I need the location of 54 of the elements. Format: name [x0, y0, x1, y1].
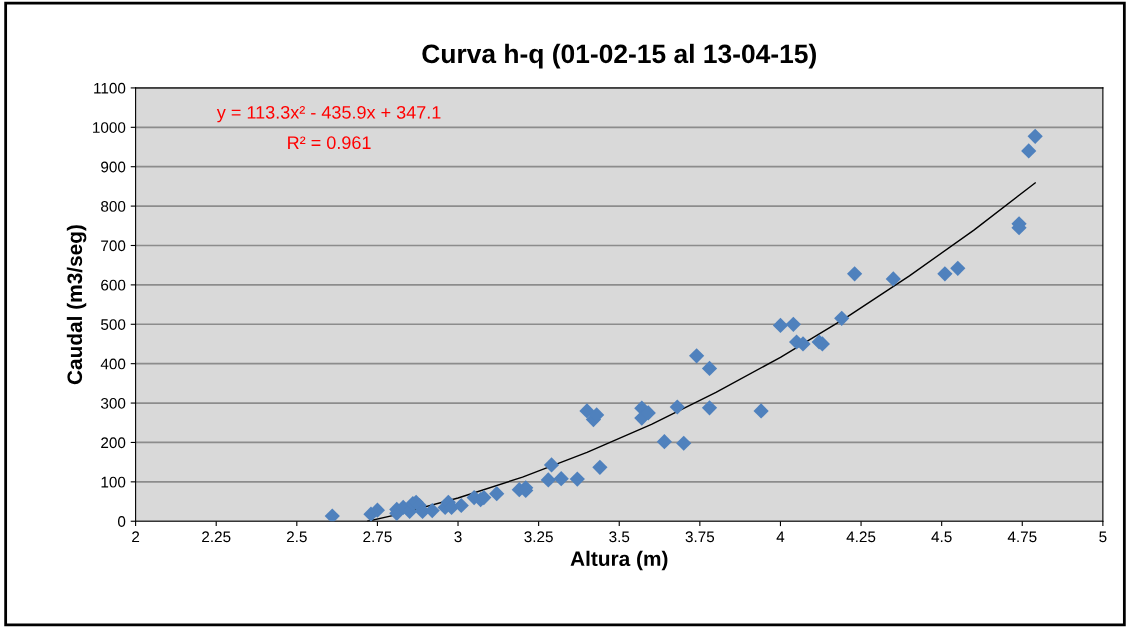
x-tick-label: 2: [132, 531, 140, 543]
point: [592, 459, 608, 475]
y-axis-title: Caudal (m3/seg): [66, 225, 87, 385]
point: [834, 310, 850, 326]
point: [553, 471, 569, 487]
point: [785, 316, 801, 332]
point: [1027, 128, 1043, 144]
annotation: R² = 0.961: [288, 136, 371, 150]
x-axis-title: Altura (m): [570, 550, 668, 571]
x-tick-label: 3.5: [609, 531, 630, 543]
x-tick-label: 2.5: [286, 531, 307, 543]
y-tick-label: 400: [100, 358, 126, 370]
point: [324, 508, 340, 522]
y-tick-label: 100: [101, 476, 126, 488]
point: [689, 348, 705, 364]
annotation: y = 113.3x² - 435.9x + 347.1: [216, 105, 441, 123]
point: [489, 486, 505, 502]
x-tick-label: 5: [1099, 531, 1107, 543]
x-tick-label: 2.75: [363, 531, 392, 543]
y-tick-label: 300: [100, 397, 126, 409]
point: [772, 317, 789, 334]
y-tick-label: 1000: [93, 122, 126, 133]
x-tick-label: 4.5: [931, 531, 952, 543]
y-tick-label: 1100: [94, 82, 126, 94]
point: [950, 260, 966, 276]
point: [669, 399, 685, 415]
y-tick-label: 500: [101, 319, 126, 330]
y-tick-label: 800: [101, 200, 126, 212]
point: [540, 472, 556, 488]
point: [885, 271, 901, 287]
point: [753, 403, 769, 419]
y-tick-label: 900: [101, 161, 126, 173]
point: [543, 457, 560, 473]
point: [937, 266, 953, 282]
point: [701, 400, 718, 416]
point: [1021, 143, 1037, 159]
y-tick-label: 0: [117, 516, 126, 527]
x-tick-label: 2.25: [202, 531, 231, 543]
x-tick-label: 4.25: [846, 531, 876, 543]
x-tick-label: 4: [776, 531, 785, 543]
x-tick-label: 3.25: [524, 531, 553, 543]
point: [701, 360, 718, 376]
chart-title: Curva h-q (01-02-15 al 13-04-15): [422, 43, 816, 69]
point: [847, 266, 863, 282]
y-tick-label: 200: [101, 437, 126, 449]
x-tick-label: 4.75: [1007, 531, 1037, 543]
y-tick-label: 700: [101, 240, 126, 252]
x-tick-label: 3.75: [685, 531, 715, 543]
point: [676, 435, 692, 451]
y-tick-label: 600: [101, 279, 126, 291]
x-tick-label: 3: [454, 531, 462, 543]
point: [569, 471, 585, 487]
point: [656, 434, 672, 450]
point: [453, 497, 469, 514]
